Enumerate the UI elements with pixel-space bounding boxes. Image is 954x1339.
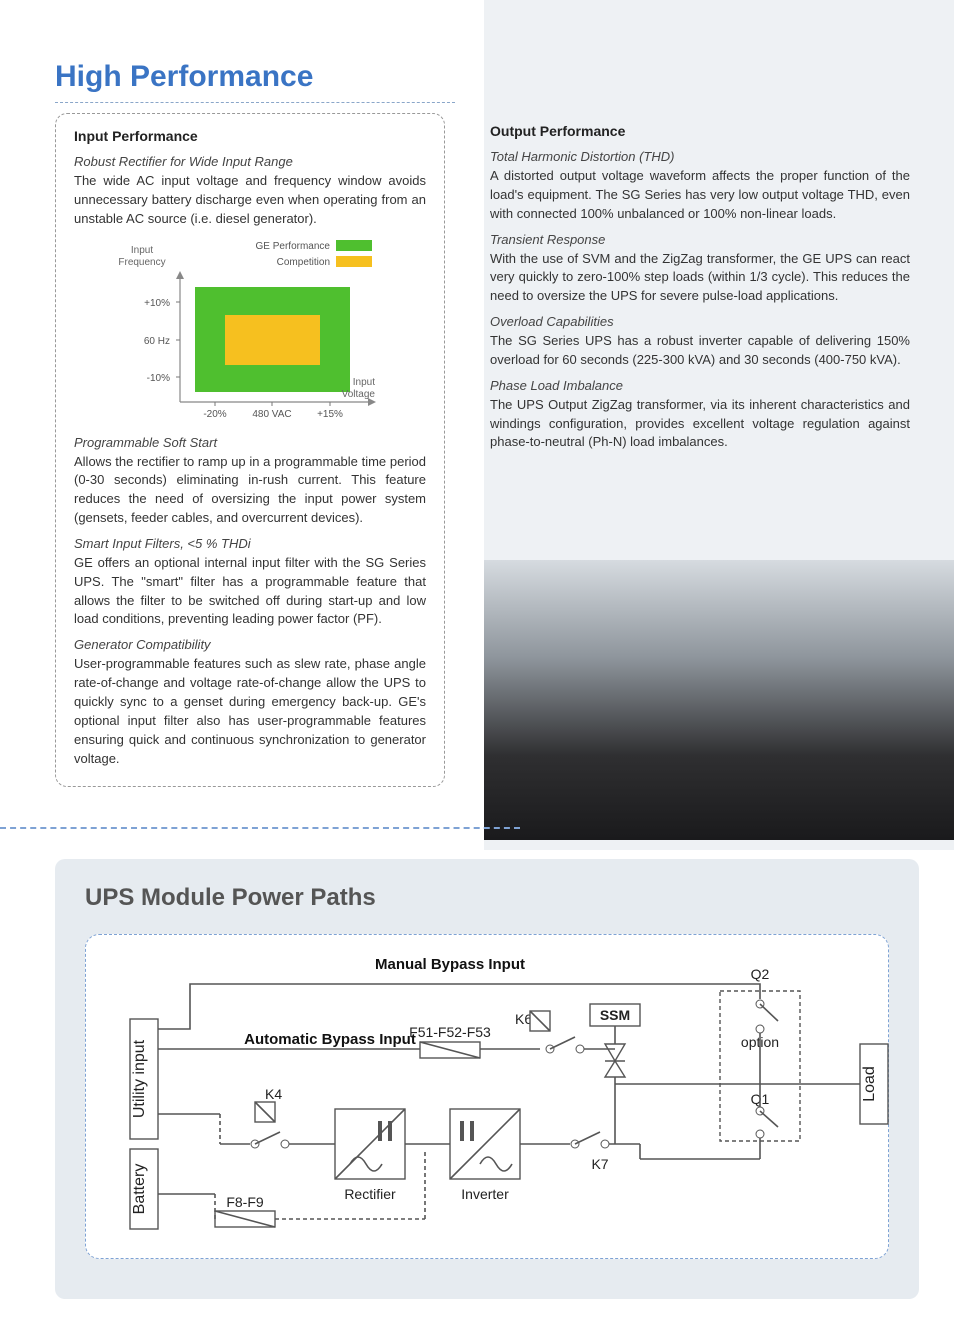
x-axis-label-1: Input bbox=[353, 377, 375, 388]
q2-label: Q2 bbox=[751, 966, 770, 982]
phase-text: The UPS Output ZigZag transformer, via i… bbox=[490, 396, 910, 453]
y-tick-2: -10% bbox=[147, 373, 170, 384]
robust-rect-heading: Robust Rectifier for Wide Input Range bbox=[74, 154, 426, 169]
k7-label: K7 bbox=[591, 1156, 608, 1172]
battery-label: Battery bbox=[131, 1164, 148, 1215]
input-perf-heading: Input Performance bbox=[74, 128, 426, 144]
y-tick-1: 60 Hz bbox=[144, 336, 170, 347]
manual-bypass-wire bbox=[158, 984, 760, 1029]
comp-range-rect bbox=[225, 315, 320, 365]
overload-heading: Overload Capabilities bbox=[490, 314, 910, 329]
y-axis-arrow bbox=[176, 271, 184, 279]
legend-ge-label: GE Performance bbox=[256, 241, 331, 252]
auto-bypass-label: Automatic Bypass Input bbox=[244, 1031, 416, 1048]
x-tick-2: +15% bbox=[317, 409, 343, 420]
smart-filter-heading: Smart Input Filters, <5 % THDi bbox=[74, 536, 426, 551]
y-tick-0: +10% bbox=[144, 298, 170, 309]
power-paths-panel: UPS Module Power Paths Utility input Bat… bbox=[55, 859, 919, 1299]
legend-comp-swatch bbox=[336, 256, 372, 267]
output-performance-column: Output Performance Total Harmonic Distor… bbox=[490, 113, 910, 787]
inverter-label: Inverter bbox=[461, 1186, 509, 1202]
gen-compat-heading: Generator Compatibility bbox=[74, 637, 426, 652]
manual-bypass-label: Manual Bypass Input bbox=[375, 956, 525, 973]
soft-start-text: Allows the rectifier to ramp up in a pro… bbox=[74, 453, 426, 528]
output-perf-heading: Output Performance bbox=[490, 123, 910, 139]
load-label: Load bbox=[861, 1067, 878, 1103]
power-paths-diagram-box: Utility input Battery Load Manual Bypass… bbox=[85, 934, 889, 1259]
x-tick-0: -20% bbox=[203, 409, 226, 420]
overload-text: The SG Series UPS has a robust inverter … bbox=[490, 332, 910, 370]
x-tick-1: 480 VAC bbox=[252, 409, 291, 420]
x-axis-label-2: Voltage bbox=[342, 389, 376, 400]
thd-heading: Total Harmonic Distortion (THD) bbox=[490, 149, 910, 164]
mid-page-divider bbox=[0, 827, 520, 829]
ssm-label: SSM bbox=[600, 1007, 630, 1023]
f51-label: F51-F52-F53 bbox=[409, 1024, 491, 1040]
power-paths-diagram: Utility input Battery Load Manual Bypass… bbox=[100, 949, 900, 1239]
title-divider bbox=[55, 102, 455, 103]
input-range-chart: GE Performance Competition Input Frequen… bbox=[100, 237, 400, 427]
input-performance-box: Input Performance Robust Rectifier for W… bbox=[55, 113, 445, 787]
rectifier-label: Rectifier bbox=[344, 1186, 396, 1202]
legend-ge-swatch bbox=[336, 240, 372, 251]
transient-heading: Transient Response bbox=[490, 232, 910, 247]
power-paths-title: UPS Module Power Paths bbox=[85, 884, 889, 912]
gen-compat-text: User-programmable features such as slew … bbox=[74, 655, 426, 768]
soft-start-heading: Programmable Soft Start bbox=[74, 435, 426, 450]
robust-rect-text: The wide AC input voltage and frequency … bbox=[74, 172, 426, 229]
k4-label: K4 bbox=[265, 1086, 282, 1102]
thd-text: A distorted output voltage waveform affe… bbox=[490, 167, 910, 224]
y-axis-label-2: Frequency bbox=[118, 257, 165, 268]
f8-label: F8-F9 bbox=[226, 1194, 264, 1210]
transient-text: With the use of SVM and the ZigZag trans… bbox=[490, 250, 910, 307]
phase-heading: Phase Load Imbalance bbox=[490, 378, 910, 393]
smart-filter-text: GE offers an optional internal input fil… bbox=[74, 554, 426, 629]
page-title: High Performance bbox=[55, 60, 919, 94]
utility-input-label: Utility input bbox=[131, 1040, 148, 1119]
y-axis-label-1: Input bbox=[131, 245, 153, 256]
legend-comp-label: Competition bbox=[277, 257, 330, 268]
